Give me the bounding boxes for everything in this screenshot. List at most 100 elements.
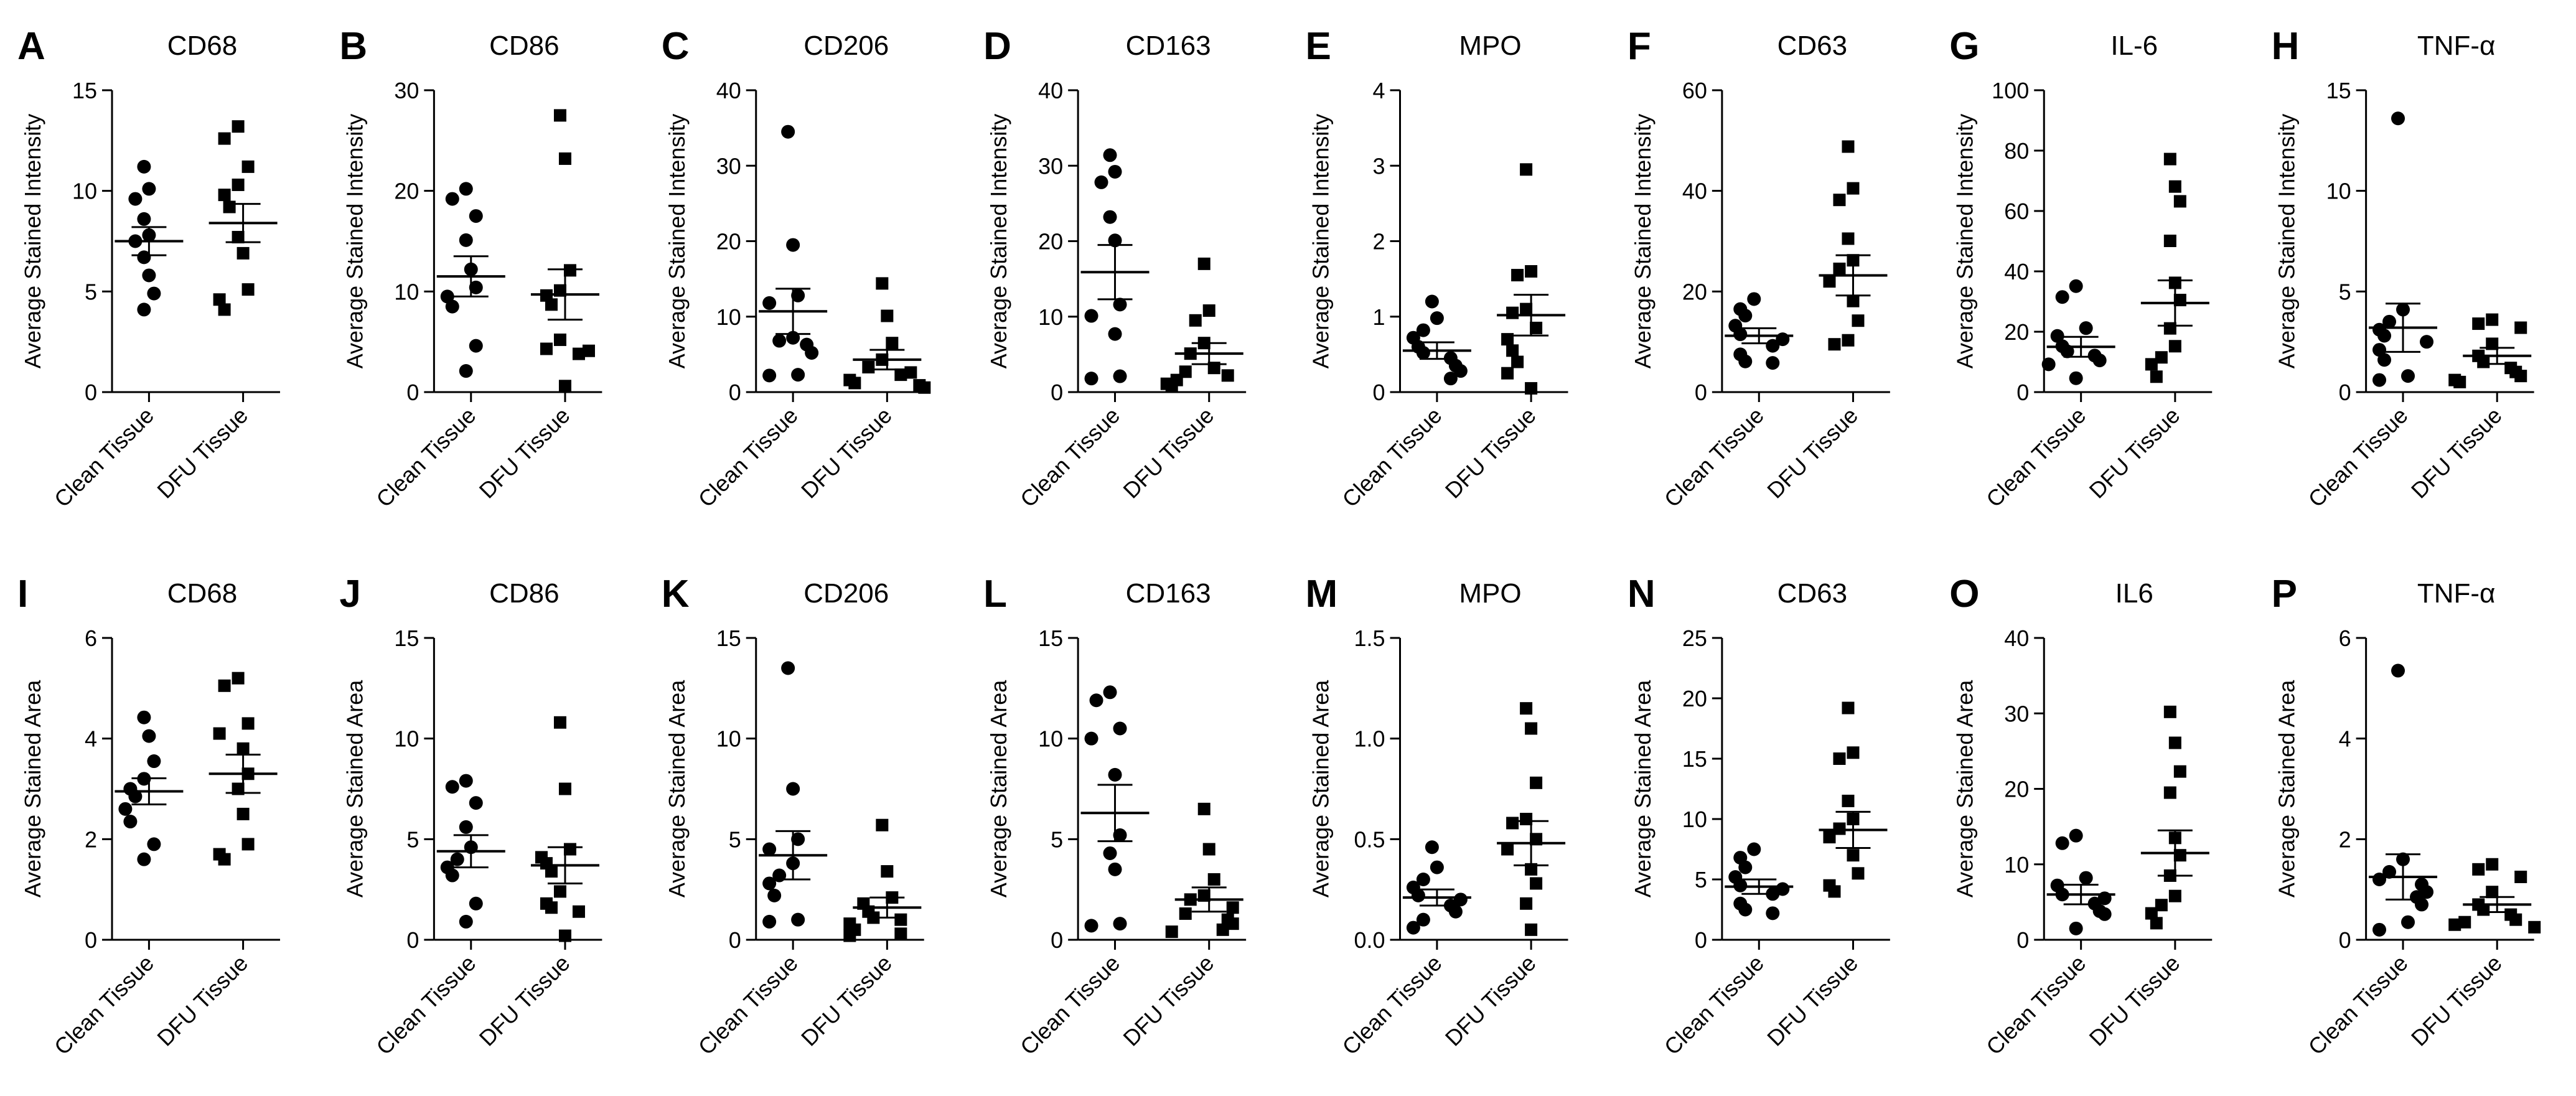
data-point-dfu: [1525, 722, 1538, 735]
data-point-dfu: [553, 333, 566, 346]
data-point-dfu: [1847, 849, 1860, 862]
data-point-dfu: [1847, 746, 1860, 759]
data-point-dfu: [1197, 257, 1211, 270]
data-point-clean: [1747, 842, 1761, 856]
x-tick-label: Clean Tissue: [2303, 950, 2413, 1060]
panel-letter: F: [1628, 25, 1651, 68]
data-point-dfu: [2168, 736, 2181, 749]
data-point-dfu: [848, 377, 861, 390]
data-point-clean: [2097, 907, 2112, 921]
x-tick-label: DFU Tissue: [152, 950, 253, 1051]
data-point-dfu: [1197, 802, 1211, 815]
data-point-dfu: [1842, 334, 1855, 347]
data-point-clean: [1108, 327, 1122, 341]
data-point-dfu: [1202, 304, 1215, 317]
data-point-clean: [142, 729, 156, 743]
y-axis-label: Average Stained Intensity: [664, 114, 690, 369]
y-axis-label: Average Stained Intensity: [1308, 114, 1334, 369]
data-point-dfu: [2168, 889, 2181, 902]
x-tick-label: Clean Tissue: [1981, 403, 2091, 512]
data-point-dfu: [1525, 265, 1538, 278]
data-point-clean: [2377, 353, 2392, 367]
y-tick-label: 0: [1695, 927, 1707, 953]
y-tick-label: 0: [1051, 380, 1063, 405]
y-tick-label: 3: [1372, 153, 1385, 179]
data-point-clean: [1443, 372, 1458, 386]
data-point-clean: [1430, 860, 1444, 874]
data-point-dfu: [1842, 794, 1855, 807]
x-tick-label: Clean Tissue: [1337, 950, 1446, 1060]
data-point-dfu: [2145, 358, 2158, 371]
y-tick-label: 2: [2339, 827, 2351, 852]
data-point-dfu: [1221, 369, 1234, 382]
y-tick-label: 15: [1682, 746, 1707, 772]
data-point-clean: [2401, 915, 2415, 929]
data-point-dfu: [218, 679, 231, 692]
data-point-dfu: [1520, 813, 1533, 825]
data-point-clean: [1425, 840, 1439, 855]
data-point-dfu: [553, 885, 566, 898]
data-point-clean: [791, 288, 805, 302]
data-point-dfu: [1847, 294, 1860, 307]
y-tick-label: 30: [1038, 153, 1063, 179]
y-tick-label: 4: [1372, 78, 1385, 103]
x-tick-label: Clean Tissue: [693, 950, 803, 1060]
panel-g: G IL-6 0 20 40 60 80 100 Average Stained Intensi…: [1949, 25, 2213, 512]
data-point-dfu: [563, 843, 576, 856]
data-point-dfu: [2168, 340, 2181, 353]
data-point-dfu: [563, 264, 576, 277]
x-tick-label: DFU Tissue: [2406, 950, 2507, 1051]
y-tick-label: 0: [85, 380, 97, 405]
data-point-dfu: [1525, 923, 1538, 936]
data-point-dfu: [2155, 351, 2168, 364]
y-axis-label: Average Stained Area: [986, 680, 1011, 898]
y-tick-label: 20: [2004, 777, 2029, 802]
y-tick-label: 10: [2004, 852, 2029, 878]
y-tick-label: 0: [1372, 380, 1385, 405]
panel-letter: D: [983, 25, 1011, 68]
data-point-clean: [786, 238, 800, 252]
panel-b: B CD86 0 10 20 30 Average Stained Intensity Cle…: [339, 25, 602, 512]
data-point-clean: [1416, 345, 1430, 360]
panel-title: TNF-α: [2417, 30, 2496, 61]
data-point-dfu: [1501, 843, 1514, 856]
data-point-dfu: [2168, 180, 2181, 193]
data-point-clean: [459, 914, 473, 929]
x-tick-label: DFU Tissue: [796, 950, 897, 1051]
panel-k: K CD206 0 5 10 15 Average Stained Area Clean Ti…: [662, 573, 924, 1060]
data-point-dfu: [1165, 925, 1178, 939]
data-point-dfu: [1530, 877, 1543, 890]
data-point-clean: [459, 233, 473, 247]
data-point-clean: [762, 914, 777, 929]
y-tick-label: 0: [1051, 927, 1063, 953]
x-tick-label: DFU Tissue: [1118, 403, 1219, 504]
x-tick-label: DFU Tissue: [152, 403, 253, 504]
data-point-clean: [1113, 828, 1127, 842]
x-tick-label: Clean Tissue: [1981, 950, 2091, 1060]
data-point-dfu: [232, 231, 245, 244]
y-tick-label: 0: [85, 927, 97, 953]
y-tick-label: 10: [1038, 726, 1063, 752]
data-point-dfu: [1202, 843, 1215, 856]
data-point-dfu: [241, 283, 255, 296]
data-point-clean: [137, 159, 151, 174]
data-point-clean: [2050, 329, 2064, 343]
y-tick-label: 0: [2016, 380, 2029, 405]
y-axis-label: Average Stained Area: [342, 680, 367, 898]
data-point-clean: [1425, 294, 1439, 309]
y-tick-label: 20: [1682, 279, 1707, 304]
data-point-clean: [137, 302, 151, 317]
data-point-dfu: [237, 742, 250, 755]
y-tick-label: 20: [1682, 686, 1707, 711]
data-point-dfu: [1823, 275, 1836, 288]
x-tick-label: DFU Tissue: [1118, 950, 1219, 1051]
data-point-dfu: [1842, 232, 1855, 245]
data-point-clean: [762, 368, 777, 383]
data-point-clean: [1084, 919, 1098, 933]
data-point-dfu: [2477, 355, 2490, 368]
data-point-dfu: [1511, 355, 1524, 368]
data-point-clean: [1738, 309, 1753, 323]
data-point-clean: [118, 802, 133, 816]
data-point-clean: [445, 780, 459, 794]
data-point-dfu: [1847, 182, 1860, 195]
